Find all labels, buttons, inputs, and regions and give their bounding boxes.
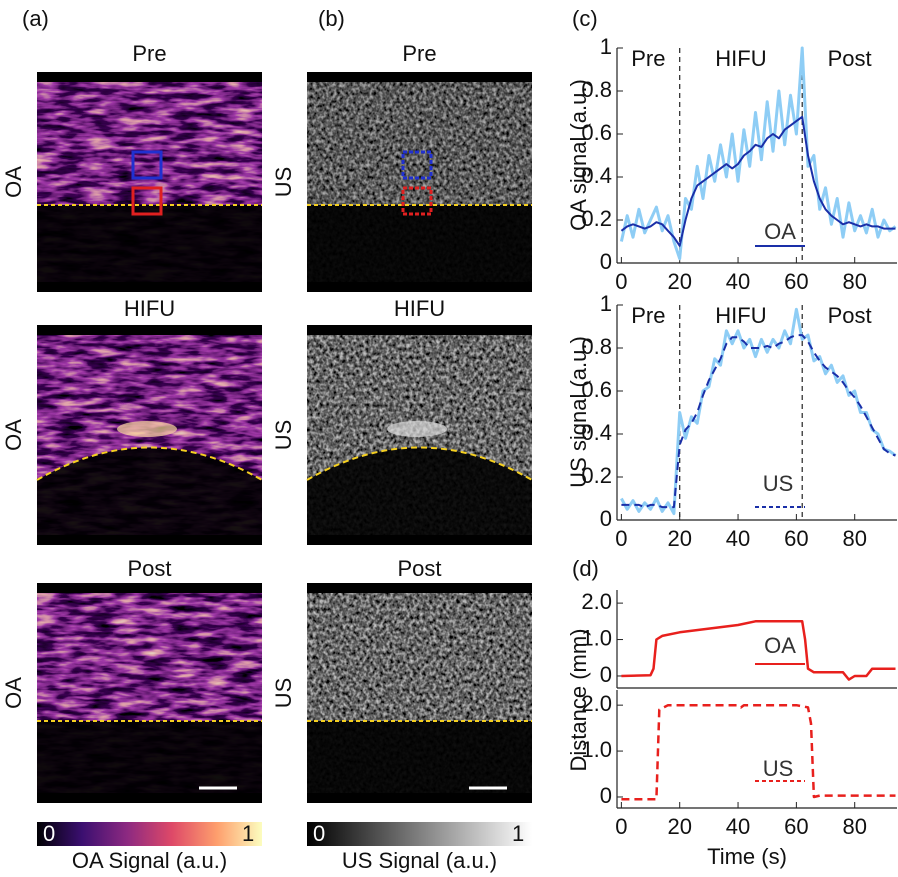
image-title: Pre [402,41,436,66]
series-line [621,703,896,801]
x-tick-label: 60 [784,814,808,839]
y-tick-label: 0 [600,506,612,531]
series-line [621,334,896,509]
y-tick-label: 0.6 [581,377,612,402]
panel-label: (b) [318,6,345,31]
image-shadow [307,721,532,803]
x-tick-label: 80 [842,814,866,839]
y-tick-label: 1.0 [581,737,612,762]
y-tick-label: 0.2 [581,206,612,231]
y-axis-label: US signal (a.u.) [566,336,591,488]
phase-label: HIFU [715,46,766,71]
x-tick-label: 40 [726,814,750,839]
series-line [621,620,896,681]
colorbar-label: OA Signal (a.u.) [72,848,227,873]
y-tick-label: 1 [600,291,612,316]
phase-label: Pre [631,303,665,328]
image-row-label: US [271,420,296,451]
x-tick-label: 40 [726,269,750,294]
y-tick-label: 2.0 [581,691,612,716]
series-line [620,307,897,515]
roi-box [131,150,163,180]
y-tick-label: 0.8 [581,334,612,359]
y-tick-label: 0.8 [581,77,612,102]
y-tick-label: 1.0 [581,625,612,650]
x-tick-label: 40 [726,526,750,551]
legend-label: US [763,471,794,496]
x-tick-label: 80 [842,526,866,551]
x-tick-label: 0 [615,269,627,294]
y-axis-label: OA signal (a.u.) [566,79,591,231]
image-highlight [117,421,177,437]
boundary-line [306,446,533,481]
x-tick-label: 80 [842,269,866,294]
boundary-line [36,446,263,481]
y-tick-label: 0.4 [581,420,612,445]
x-tick-label: 20 [667,269,691,294]
image-row-label: US [271,167,296,198]
x-tick-label: 60 [784,269,808,294]
colorbar-max: 1 [512,821,524,846]
image-title: Post [127,556,171,581]
series-line [619,46,897,261]
colorbar-label: US Signal (a.u.) [342,848,497,873]
colorbar [37,822,262,846]
image-shadow [307,205,532,292]
legend-label: US [763,756,794,781]
phase-label: Post [828,46,872,71]
image-title: Post [397,556,441,581]
x-tick-label: 0 [615,814,627,839]
image-title: Pre [132,41,166,66]
phase-label: Post [828,303,872,328]
image-shadow [307,447,532,545]
y-tick-label: 0.4 [581,163,612,188]
image-title: HIFU [394,296,445,321]
colorbar-max: 1 [242,821,254,846]
legend-label: OA [764,633,796,658]
image-shadow [37,205,262,292]
panel-label: (d) [572,556,599,581]
y-tick-label: 1 [600,34,612,59]
roi-box [401,150,433,180]
y-tick-label: 0.6 [581,120,612,145]
x-tick-label: 60 [784,526,808,551]
legend-label: OA [764,219,796,244]
panel-label: (c) [572,6,598,31]
image-row-label: OA [1,419,26,451]
phase-label: Pre [631,46,665,71]
image-highlight [387,421,447,437]
y-tick-label: 0 [600,662,612,687]
colorbar [307,822,532,846]
y-axis-label: Distance (mm) [566,628,591,771]
image-shadow [37,447,262,545]
y-tick-label: 0.2 [581,463,612,488]
y-tick-label: 0 [600,249,612,274]
x-tick-label: 20 [667,814,691,839]
image-row-label: OA [1,166,26,198]
image-shadow [37,721,262,803]
y-tick-label: 0 [600,783,612,808]
panel-label: (a) [22,6,49,31]
image-row-label: US [271,678,296,709]
colorbar-min: 0 [313,821,325,846]
roi-box [131,186,163,216]
series-line [620,115,896,247]
image-title: HIFU [124,296,175,321]
x-tick-label: 20 [667,526,691,551]
phase-label: HIFU [715,303,766,328]
colorbar-min: 0 [43,821,55,846]
roi-box [401,186,433,216]
image-row-label: OA [1,677,26,709]
x-tick-label: 0 [615,526,627,551]
y-tick-label: 2.0 [581,589,612,614]
x-axis-label: Time (s) [707,844,787,869]
